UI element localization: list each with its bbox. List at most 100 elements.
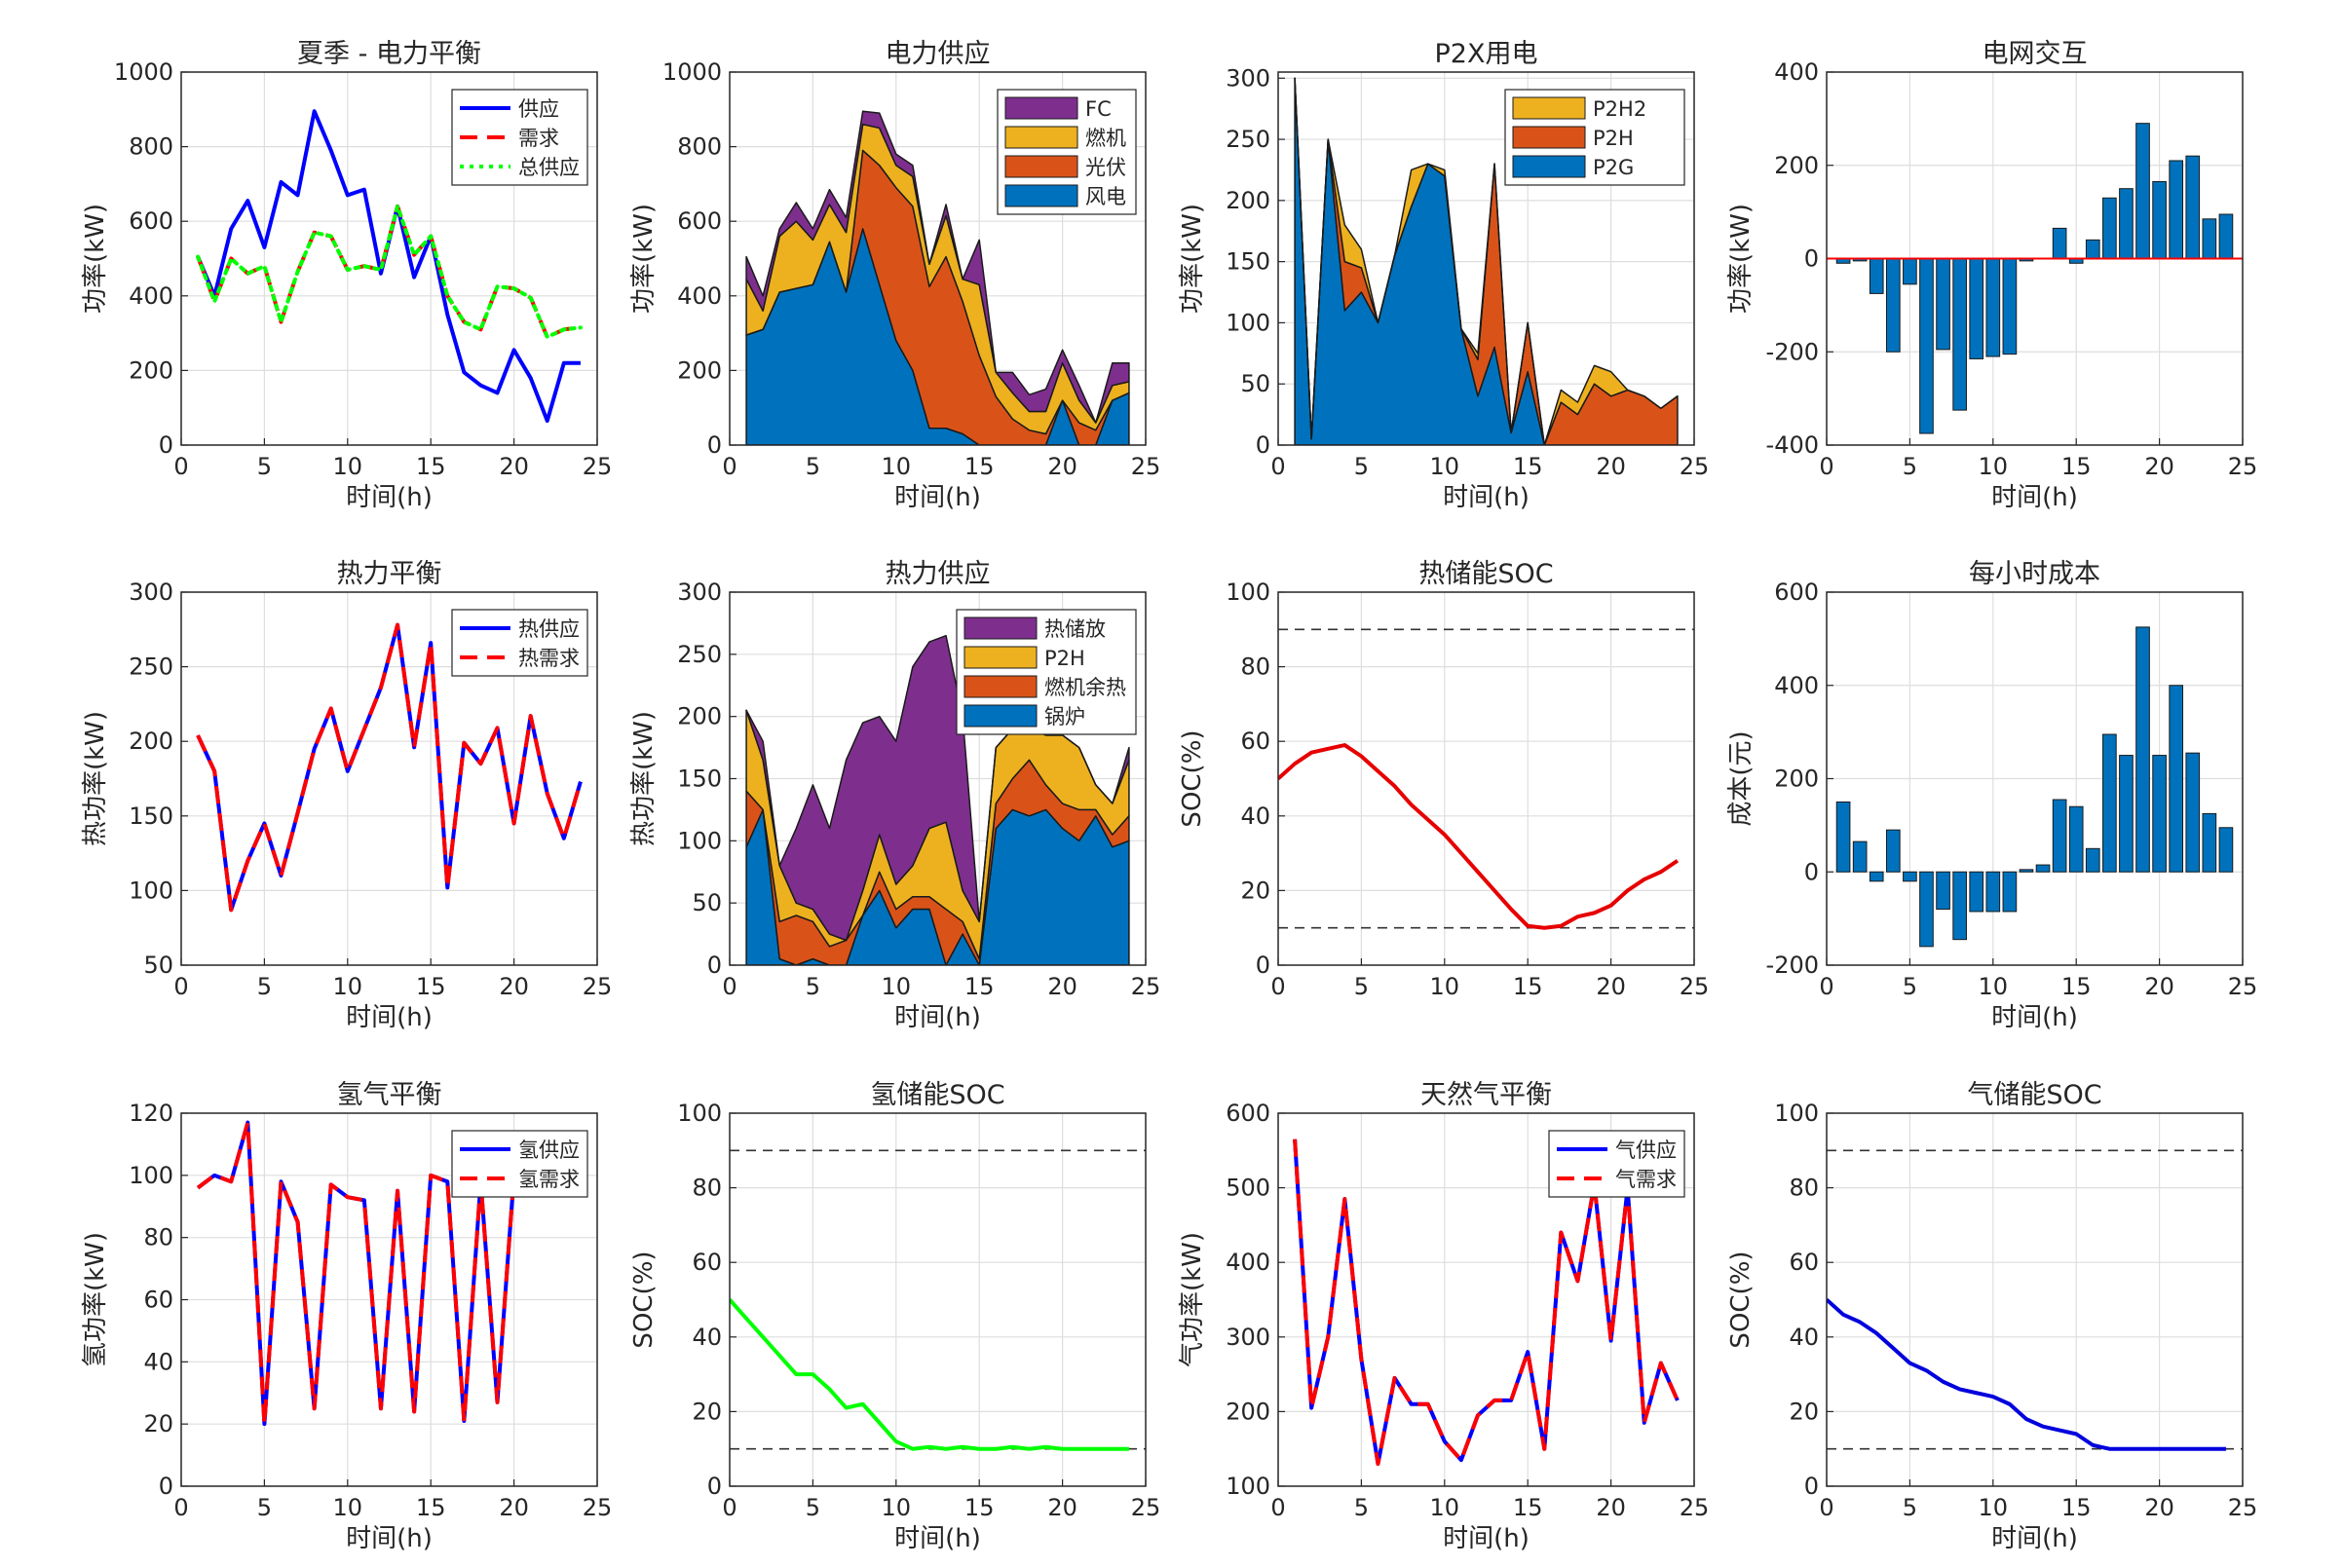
x-tick-label: 20 — [1596, 1494, 1626, 1521]
y-tick-label: 600 — [677, 207, 722, 235]
axes-box — [1277, 591, 1695, 966]
y-axis-label: 功率(kW) — [1178, 204, 1207, 314]
axes-box — [1277, 1112, 1695, 1487]
bar — [2068, 805, 2084, 873]
x-tick-label: 0 — [1819, 453, 1833, 480]
x-tick-label: 0 — [1270, 1494, 1285, 1521]
plot-area — [1278, 592, 1694, 965]
x-axis-label: 时间(h) — [1443, 1524, 1530, 1553]
bar — [2169, 685, 2184, 873]
x-tick-label: 10 — [882, 453, 912, 480]
plot-content — [1294, 77, 1679, 445]
y-tick-label: 100 — [677, 827, 722, 854]
x-tick-label: 15 — [1513, 453, 1543, 480]
bar — [2119, 188, 2134, 259]
chart-title: 夏季 - 电力平衡 — [297, 39, 481, 69]
y-tick-label: 400 — [1774, 672, 1819, 699]
y-tick-label: 80 — [1240, 653, 1270, 681]
x-tick-label: 15 — [964, 973, 995, 1000]
x-tick-label: 5 — [1903, 1494, 1917, 1521]
y-tick-label: -200 — [1766, 952, 1819, 979]
x-tick-label: 25 — [583, 1494, 613, 1521]
y-tick-label: -400 — [1766, 431, 1819, 459]
x-tick-label: 5 — [806, 1494, 820, 1521]
x-tick-label: 10 — [1430, 973, 1460, 1000]
y-tick-label: 0 — [159, 1473, 173, 1500]
x-tick-label: 5 — [1354, 1494, 1369, 1521]
axes-box — [1826, 591, 2244, 966]
bar — [2185, 155, 2201, 259]
y-tick-label: 200 — [1226, 187, 1270, 214]
y-tick-label: 0 — [159, 431, 173, 459]
chart-p6: 0 5 10 15 20 25050100150200250300热力供应时间(h)热功率… — [629, 559, 1160, 1032]
chart-title: 天然气平衡 — [1420, 1080, 1552, 1110]
legend-label: 光伏 — [1085, 156, 1126, 179]
x-tick-label: 15 — [2061, 1494, 2092, 1521]
y-tick-label: 200 — [1226, 1398, 1270, 1425]
legend-label: 锅炉 — [1044, 705, 1085, 728]
y-tick-label: 400 — [1226, 1249, 1270, 1276]
bar — [2202, 218, 2217, 259]
y-axis-label: 氢功率(kW) — [81, 1232, 110, 1367]
y-tick-label: 250 — [129, 653, 173, 681]
x-tick-label: 5 — [1903, 453, 1917, 480]
bar — [1885, 829, 1901, 873]
bar — [1919, 871, 1934, 948]
plot-content — [196, 1120, 516, 1427]
legend-label: 供应 — [518, 97, 559, 121]
x-tick-label: 0 — [1270, 453, 1285, 480]
x-tick-label: 25 — [583, 453, 613, 480]
y-tick-label: 100 — [129, 1162, 173, 1189]
y-tick-label: 250 — [677, 641, 722, 668]
y-tick-label: 60 — [1240, 728, 1270, 755]
legend-swatch — [963, 704, 1038, 728]
y-tick-label: 800 — [677, 133, 722, 161]
plot-content — [745, 634, 1130, 965]
y-tick-label: 100 — [677, 1100, 722, 1127]
y-tick-label: 300 — [677, 579, 722, 606]
bar — [1903, 258, 1917, 285]
y-tick-label: 0 — [707, 431, 722, 459]
line-series-1 — [1293, 1139, 1680, 1467]
y-axis-label: 功率(kW) — [629, 204, 659, 314]
y-axis-label: 成本(元) — [1726, 730, 1756, 826]
x-tick-label: 20 — [1596, 973, 1626, 1000]
y-tick-label: 0 — [1804, 1473, 1819, 1500]
y-tick-label: 600 — [1774, 579, 1819, 606]
x-tick-label: 0 — [1819, 1494, 1833, 1521]
axes-box — [1826, 1112, 2244, 1487]
x-tick-label: 10 — [882, 1494, 912, 1521]
x-tick-label: 20 — [2144, 1494, 2174, 1521]
x-tick-label: 20 — [499, 973, 529, 1000]
plot-content — [1278, 628, 1694, 930]
y-tick-label: 1000 — [114, 58, 173, 86]
plot-content — [745, 110, 1130, 445]
x-axis-label: 时间(h) — [894, 1524, 981, 1553]
y-tick-label: 100 — [129, 877, 173, 904]
bar — [1952, 871, 1967, 941]
bar — [2218, 827, 2234, 873]
y-tick-label: 200 — [677, 356, 722, 384]
y-tick-label: 600 — [1226, 1100, 1270, 1127]
x-tick-label: 0 — [722, 453, 737, 480]
y-tick-label: 80 — [1789, 1175, 1819, 1202]
x-axis-label: 时间(h) — [346, 483, 433, 512]
chart-title: 热储能SOC — [1418, 559, 1553, 589]
legend-label: 气供应 — [1615, 1139, 1677, 1162]
x-axis-label: 时间(h) — [346, 1003, 433, 1032]
bar — [1936, 871, 1950, 911]
x-tick-label: 0 — [173, 453, 188, 480]
bar — [2135, 123, 2150, 259]
bar — [2085, 847, 2100, 873]
y-tick-label: 250 — [1226, 126, 1270, 153]
x-tick-label: 15 — [2061, 453, 2092, 480]
bar — [2185, 752, 2201, 873]
x-axis-label: 时间(h) — [894, 483, 981, 512]
bar — [2152, 755, 2167, 873]
y-tick-label: 600 — [129, 207, 173, 235]
legend: P2H2 P2H P2G — [1504, 89, 1685, 186]
